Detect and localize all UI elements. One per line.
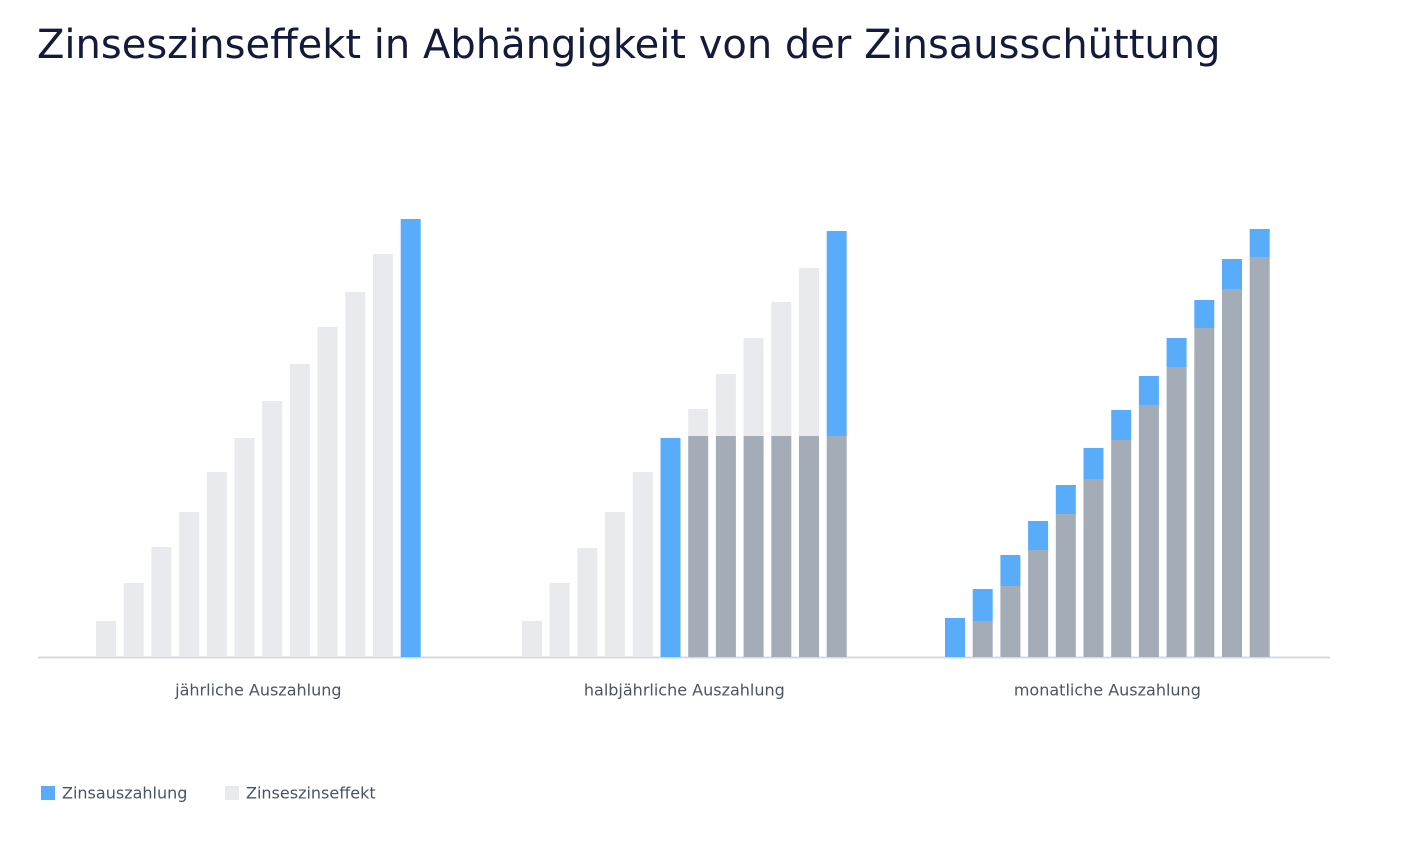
bar-segment bbox=[972, 589, 993, 621]
bar-segment bbox=[1166, 338, 1187, 367]
group-label: halbjährliche Auszahlung bbox=[584, 681, 785, 700]
bar-segment bbox=[96, 621, 116, 657]
bar-segment bbox=[549, 583, 570, 657]
bar-segment bbox=[123, 583, 144, 657]
legend-label: Zinsauszahlung bbox=[62, 784, 187, 803]
bar-segment bbox=[234, 438, 255, 657]
bar-segment bbox=[1111, 440, 1132, 657]
bar-segment bbox=[826, 436, 847, 657]
bar-segment bbox=[317, 327, 338, 657]
bar-segment bbox=[1138, 376, 1159, 405]
bar-segment bbox=[206, 472, 227, 657]
bar-segment bbox=[799, 268, 819, 436]
bar-segment bbox=[743, 338, 764, 436]
bar-segment bbox=[632, 472, 653, 657]
bar-segment bbox=[1138, 405, 1159, 657]
bar-segment bbox=[1222, 259, 1242, 289]
bar-segment bbox=[799, 436, 819, 657]
bar-segment bbox=[1194, 300, 1215, 328]
group-label: jährliche Auszahlung bbox=[174, 681, 341, 700]
legend-label: Zinseszinseffekt bbox=[246, 784, 376, 803]
bar-segment bbox=[1249, 229, 1270, 257]
bar-segment bbox=[1166, 367, 1187, 657]
bar-segment bbox=[289, 364, 310, 657]
bar-segment bbox=[345, 292, 366, 657]
bar-segment bbox=[1000, 555, 1021, 586]
bar-segment bbox=[1055, 485, 1076, 514]
bar-segment bbox=[151, 547, 172, 657]
bar-segment bbox=[1194, 328, 1215, 657]
bar-segment bbox=[771, 302, 792, 436]
bar-segment bbox=[1111, 410, 1132, 440]
bar-segment bbox=[743, 436, 764, 657]
bar-segment bbox=[1055, 514, 1076, 657]
bar-segment bbox=[1222, 289, 1242, 657]
bar-segment bbox=[373, 254, 393, 657]
bar-segment bbox=[179, 512, 200, 657]
bar-segment bbox=[826, 231, 847, 436]
legend-swatch bbox=[41, 786, 55, 800]
bar-segment bbox=[945, 618, 965, 657]
bar-segment bbox=[1083, 479, 1104, 657]
bar-segment bbox=[688, 409, 709, 436]
bar-segment bbox=[522, 621, 542, 657]
bar-segment bbox=[660, 438, 681, 657]
bar-segment bbox=[972, 621, 993, 657]
bar-segment bbox=[1028, 550, 1049, 657]
bar-segment bbox=[1083, 448, 1104, 479]
bar-segment bbox=[715, 436, 736, 657]
bar-segment bbox=[577, 548, 598, 657]
chart-title: Zinseszinseffekt in Abhängigkeit von der… bbox=[37, 22, 1220, 68]
bar-segment bbox=[605, 512, 626, 657]
bar-segment bbox=[400, 219, 421, 657]
bar-segment bbox=[1249, 257, 1270, 657]
bar-segment bbox=[771, 436, 792, 657]
bar-segment bbox=[1028, 521, 1049, 550]
bar-segment bbox=[262, 401, 283, 657]
legend-swatch bbox=[225, 786, 239, 800]
group-label: monatliche Auszahlung bbox=[1014, 681, 1201, 700]
bar-segment bbox=[715, 374, 736, 436]
bar-segment bbox=[688, 436, 709, 657]
bar-segment bbox=[1000, 586, 1021, 657]
